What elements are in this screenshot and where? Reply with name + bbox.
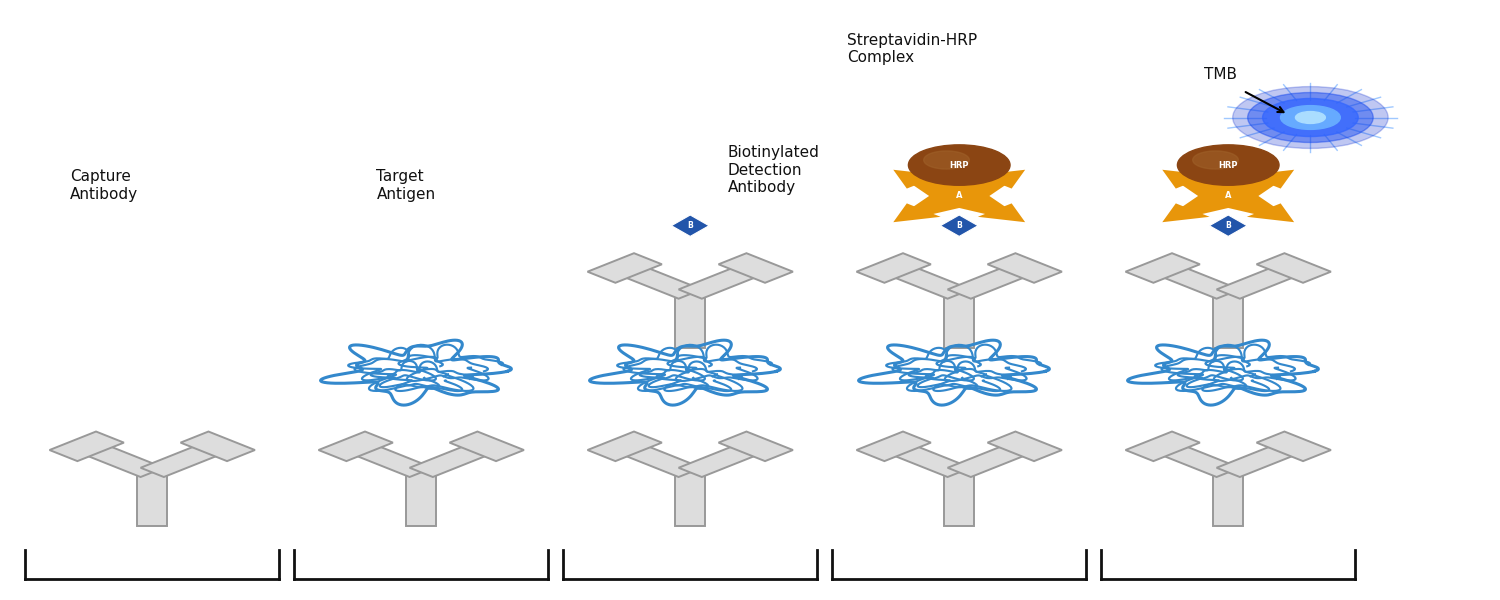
Polygon shape (1209, 173, 1284, 203)
Polygon shape (344, 442, 433, 477)
Polygon shape (856, 253, 932, 283)
Polygon shape (940, 173, 1016, 203)
Polygon shape (1172, 173, 1246, 203)
Polygon shape (894, 203, 940, 222)
Text: TMB: TMB (1204, 67, 1237, 82)
Polygon shape (978, 203, 1024, 222)
Polygon shape (1257, 253, 1330, 283)
Polygon shape (1209, 215, 1246, 236)
Polygon shape (856, 431, 932, 461)
Polygon shape (718, 431, 794, 461)
Polygon shape (1172, 188, 1246, 218)
Polygon shape (1246, 203, 1294, 222)
Text: Biotinylated
Detection
Antibody: Biotinylated Detection Antibody (728, 145, 819, 195)
Circle shape (933, 185, 986, 206)
Polygon shape (450, 431, 524, 461)
FancyBboxPatch shape (406, 472, 436, 526)
Polygon shape (410, 442, 498, 477)
FancyBboxPatch shape (675, 472, 705, 526)
Polygon shape (903, 173, 978, 203)
Text: Streptavidin-HRP
Complex: Streptavidin-HRP Complex (847, 32, 978, 65)
Polygon shape (1216, 442, 1305, 477)
Circle shape (1263, 98, 1358, 137)
Polygon shape (894, 170, 940, 188)
FancyBboxPatch shape (945, 294, 974, 347)
FancyBboxPatch shape (945, 472, 974, 526)
Circle shape (909, 145, 1010, 185)
Polygon shape (1125, 253, 1200, 283)
Text: A: A (956, 191, 963, 200)
Polygon shape (903, 188, 978, 218)
Polygon shape (318, 431, 393, 461)
Text: Capture
Antibody: Capture Antibody (70, 169, 138, 202)
Polygon shape (978, 170, 1024, 188)
Polygon shape (1257, 431, 1330, 461)
Polygon shape (1209, 188, 1284, 218)
Polygon shape (940, 215, 978, 236)
Polygon shape (882, 442, 971, 477)
Text: B: B (687, 221, 693, 230)
Polygon shape (1216, 263, 1305, 299)
Polygon shape (1150, 442, 1240, 477)
Text: B: B (957, 221, 962, 230)
Text: B: B (1226, 221, 1232, 230)
Polygon shape (1246, 170, 1294, 188)
Polygon shape (948, 442, 1036, 477)
FancyBboxPatch shape (138, 472, 166, 526)
Polygon shape (75, 442, 164, 477)
Polygon shape (1162, 203, 1209, 222)
Polygon shape (1162, 170, 1209, 188)
Circle shape (1178, 145, 1280, 185)
Text: HRP: HRP (950, 161, 969, 170)
Circle shape (924, 151, 969, 169)
FancyBboxPatch shape (1214, 472, 1243, 526)
Polygon shape (672, 215, 710, 236)
Text: A: A (1226, 191, 1232, 200)
Polygon shape (987, 431, 1062, 461)
Polygon shape (588, 253, 662, 283)
Polygon shape (614, 442, 702, 477)
Polygon shape (614, 263, 702, 299)
Polygon shape (180, 431, 255, 461)
Circle shape (1233, 86, 1388, 148)
Polygon shape (987, 253, 1062, 283)
Polygon shape (1150, 263, 1240, 299)
Polygon shape (940, 188, 1016, 218)
Polygon shape (882, 263, 971, 299)
Circle shape (1281, 106, 1341, 130)
Polygon shape (50, 431, 124, 461)
Polygon shape (948, 263, 1036, 299)
Circle shape (1248, 92, 1372, 142)
Circle shape (1296, 112, 1326, 124)
Text: Target
Antigen: Target Antigen (376, 169, 435, 202)
Polygon shape (1125, 431, 1200, 461)
FancyBboxPatch shape (1214, 294, 1243, 347)
Polygon shape (678, 442, 768, 477)
FancyBboxPatch shape (675, 294, 705, 347)
Text: HRP: HRP (1218, 161, 1237, 170)
Circle shape (1202, 185, 1255, 206)
Polygon shape (678, 263, 768, 299)
Polygon shape (588, 431, 662, 461)
Polygon shape (718, 253, 794, 283)
Circle shape (1192, 151, 1239, 169)
Polygon shape (141, 442, 230, 477)
